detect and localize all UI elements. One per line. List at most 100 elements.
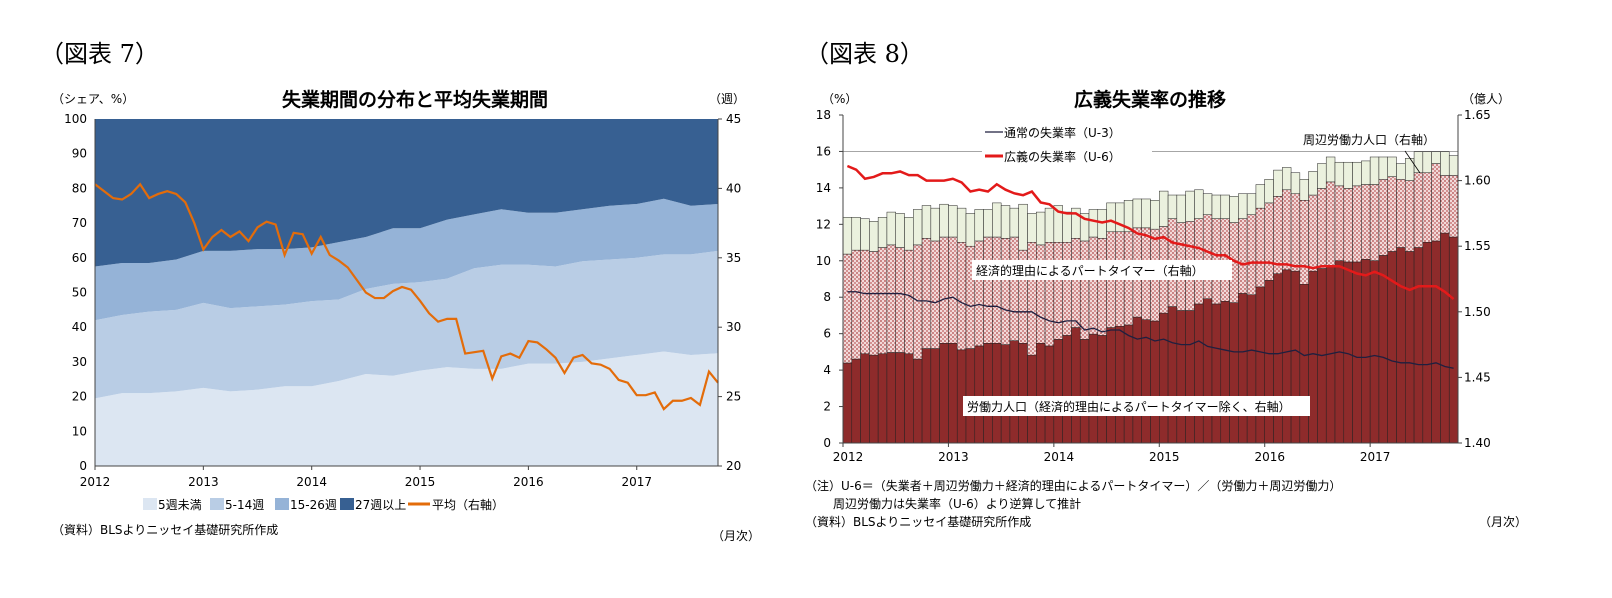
bar-labor-force bbox=[1079, 339, 1090, 444]
bar-part-time-economic bbox=[1387, 176, 1397, 252]
bar-labor-force bbox=[851, 358, 861, 444]
bar-labor-force bbox=[1202, 298, 1213, 444]
fig7-title: 失業期間の分布と平均失業期間 bbox=[282, 88, 548, 111]
x-tick-label: 2013 bbox=[938, 450, 969, 464]
fig7-ylabel: （シェア、%） bbox=[52, 92, 134, 106]
y-tick-label: 0 bbox=[823, 436, 831, 450]
bar-labor-force bbox=[1071, 327, 1081, 444]
bar-marginally-attached bbox=[1290, 172, 1301, 194]
bar-labor-force bbox=[1211, 303, 1222, 444]
bar-labor-force bbox=[983, 343, 993, 444]
x-tick-label: 2017 bbox=[1360, 450, 1391, 464]
bar-labor-force bbox=[1238, 293, 1248, 444]
bar-part-time-economic bbox=[983, 236, 993, 344]
bar-part-time-economic bbox=[1299, 200, 1309, 285]
bar-part-time-economic bbox=[851, 249, 861, 360]
bar-part-time-economic bbox=[1238, 218, 1248, 294]
bar-part-time-economic bbox=[1352, 185, 1362, 263]
bar-part-time-economic bbox=[1431, 163, 1441, 242]
y-tick-label: 50 bbox=[72, 286, 87, 300]
bar-labor-force bbox=[1000, 344, 1011, 444]
bar-marginally-attached bbox=[913, 209, 923, 246]
y2-tick-label: 25 bbox=[726, 390, 741, 404]
bar-part-time-economic bbox=[930, 240, 940, 349]
bar-marginally-attached bbox=[1150, 200, 1160, 230]
bar-part-time-economic bbox=[842, 253, 853, 364]
bar-marginally-attached bbox=[992, 202, 1002, 238]
bar-part-time-economic bbox=[948, 236, 958, 344]
bar-part-time-economic bbox=[1378, 179, 1388, 256]
bar-marginally-attached bbox=[1088, 209, 1099, 238]
bar-labor-force bbox=[1018, 343, 1028, 444]
x-tick-label: 2013 bbox=[188, 475, 219, 489]
bar-part-time-economic bbox=[886, 244, 896, 353]
y-tick-label: 18 bbox=[816, 108, 831, 122]
u3-line bbox=[847, 291, 1454, 369]
fig8-source: （資料）BLSよりニッセイ基礎研究所作成 bbox=[805, 514, 1031, 529]
y2-tick-label: 35 bbox=[726, 251, 741, 265]
y2-tick-label: 30 bbox=[726, 320, 741, 334]
bar-marginally-attached bbox=[1009, 207, 1019, 238]
fig8-label: （図表 8） bbox=[805, 40, 924, 68]
x-tick-label: 2014 bbox=[296, 475, 327, 489]
bar-part-time-economic bbox=[1255, 207, 1265, 288]
bar-marginally-attached bbox=[1229, 196, 1239, 223]
bar-labor-force bbox=[877, 353, 888, 444]
bar-marginally-attached bbox=[930, 207, 940, 242]
y2-tick-label: 1.40 bbox=[1464, 436, 1491, 450]
bar-marginally-attached bbox=[1334, 161, 1345, 187]
fig7-xlabel: （月次） bbox=[712, 529, 760, 543]
bar-labor-force bbox=[974, 345, 984, 444]
bar-marginally-attached bbox=[983, 209, 993, 238]
area-1 bbox=[95, 351, 718, 466]
bar-marginally-attached bbox=[1159, 190, 1169, 227]
bar-labor-force bbox=[1159, 312, 1169, 444]
bar-marginally-attached bbox=[842, 217, 853, 255]
bar-part-time-economic bbox=[1413, 172, 1424, 248]
bar-marginally-attached bbox=[1422, 151, 1432, 173]
bar-labor-force bbox=[1299, 283, 1309, 444]
bar-labor-force bbox=[1396, 247, 1406, 444]
bar-marginally-attached bbox=[921, 205, 932, 239]
legend-label: 5週未満 bbox=[158, 498, 202, 512]
bar-labor-force bbox=[1194, 303, 1204, 444]
bar-marginally-attached bbox=[1387, 156, 1397, 177]
bar-labor-force bbox=[1062, 335, 1072, 444]
bar-labor-force bbox=[913, 358, 923, 444]
bar-labor-force bbox=[1088, 333, 1099, 444]
bar-labor-force bbox=[1290, 270, 1301, 444]
bar-marginally-attached bbox=[1176, 194, 1186, 223]
bar-part-time-economic bbox=[1220, 218, 1230, 302]
y2-tick-label: 1.60 bbox=[1464, 174, 1491, 188]
bar-labor-force bbox=[939, 343, 949, 444]
label-labor-force: 労働力人口（経済的理由によるパートタイマー除く、右軸） bbox=[967, 399, 1291, 414]
bar-labor-force bbox=[1115, 325, 1125, 444]
bar-marginally-attached bbox=[1000, 205, 1011, 239]
bar-marginally-attached bbox=[851, 217, 861, 251]
bar-labor-force bbox=[886, 352, 896, 444]
fig8-note1: （注）U-6＝（失業者＋周辺労働力＋経済的理由によるパートタイマー）／（労働力＋… bbox=[805, 478, 1341, 493]
bar-marginally-attached bbox=[948, 205, 958, 238]
legend-label: 15-26週 bbox=[290, 498, 337, 512]
bar-labor-force bbox=[992, 343, 1002, 444]
bar-marginally-attached bbox=[1255, 184, 1265, 209]
bar-part-time-economic bbox=[895, 247, 905, 353]
bar-labor-force bbox=[1097, 335, 1107, 444]
bar-marginally-attached bbox=[877, 217, 888, 248]
bar-labor-force bbox=[1044, 345, 1055, 444]
fig8-y2label: （億人） bbox=[1462, 92, 1510, 106]
fig8-xlabel: （月次） bbox=[1479, 515, 1527, 529]
bar-labor-force bbox=[1369, 260, 1380, 444]
y-tick-label: 10 bbox=[72, 424, 87, 438]
bar-part-time-economic bbox=[1273, 196, 1283, 275]
y-tick-label: 70 bbox=[72, 216, 87, 230]
bar-part-time-economic bbox=[1097, 238, 1107, 336]
bar-marginally-attached bbox=[1440, 151, 1450, 176]
bar-part-time-economic bbox=[1071, 238, 1081, 328]
fig8-title: 広義失業率の推移 bbox=[1074, 88, 1226, 111]
label-labor-force-bg bbox=[963, 396, 1310, 416]
fig8-ylabel: （%） bbox=[822, 92, 857, 106]
bar-labor-force bbox=[1282, 269, 1292, 444]
